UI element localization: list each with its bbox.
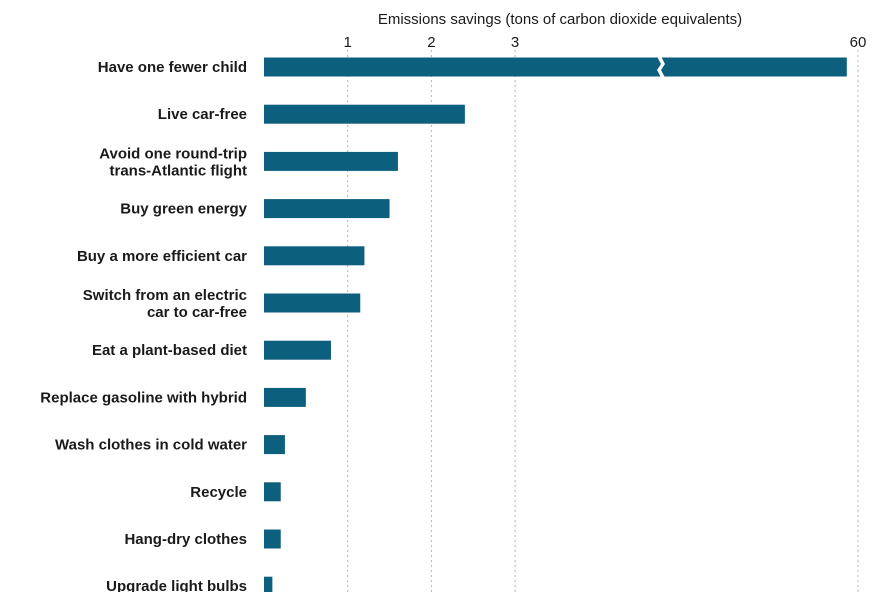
bar-10	[264, 482, 281, 502]
category-label-4: Buy green energy	[120, 201, 247, 218]
category-labels: Have one fewer child Live car-free Avoid o…	[40, 59, 247, 592]
bar-3	[264, 151, 398, 171]
bar-11	[264, 529, 281, 549]
x-axis-ticks: 1 2 3 60	[344, 34, 867, 51]
x-tick-label-1: 1	[344, 34, 352, 51]
category-label-8: Replace gasoline with hybrid	[40, 389, 247, 406]
category-label-1: Have one fewer child	[98, 59, 247, 76]
category-label-6: Switch from an electric car to car-free	[83, 287, 247, 321]
bar-1	[264, 57, 847, 77]
bar-12	[264, 576, 273, 592]
category-label-9: Wash clothes in cold water	[55, 437, 247, 454]
bar-4	[264, 199, 390, 219]
category-label-7: Eat a plant-based diet	[92, 342, 247, 359]
category-label-5: Buy a more efficient car	[77, 248, 247, 265]
gridlines	[347, 50, 859, 592]
category-label-3: Avoid one round-trip trans-Atlantic fligh…	[99, 145, 247, 179]
bar-7	[264, 340, 331, 360]
bars	[264, 56, 847, 592]
x-tick-label-2: 2	[427, 34, 435, 51]
category-label-12: Upgrade light bulbs	[106, 578, 247, 592]
bar-8	[264, 387, 306, 407]
category-label-10: Recycle	[190, 484, 247, 501]
x-axis-title: Emissions savings (tons of carbon dioxid…	[378, 11, 742, 28]
axis-break-mark	[657, 56, 665, 78]
bar-2	[264, 104, 465, 124]
bar-5	[264, 246, 365, 266]
x-tick-label-3: 3	[511, 34, 519, 51]
category-label-2: Live car-free	[158, 106, 247, 123]
x-tick-label-60: 60	[850, 34, 867, 51]
bar-6	[264, 293, 361, 313]
category-label-11: Hang-dry clothes	[124, 531, 247, 548]
bar-9	[264, 435, 285, 455]
